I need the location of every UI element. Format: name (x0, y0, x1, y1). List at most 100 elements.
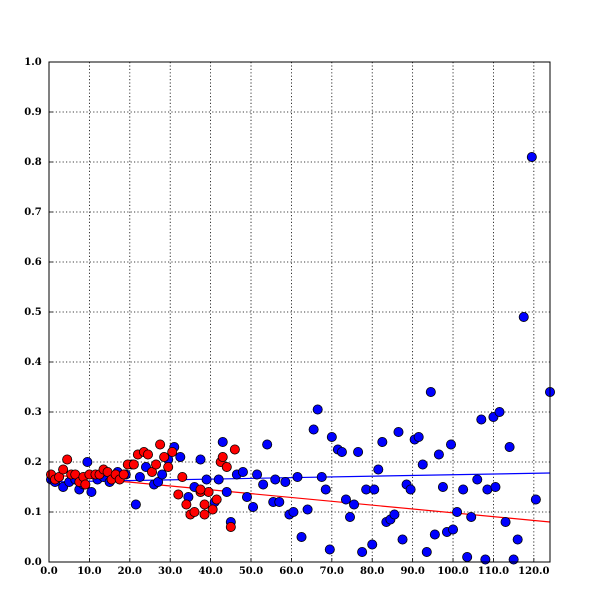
data-point (530, 494, 541, 505)
data-point (526, 151, 537, 162)
x-tick-label: 30.0 (158, 566, 182, 577)
data-point (504, 441, 515, 452)
trend-line (48, 473, 551, 523)
data-point (86, 486, 97, 497)
data-point (452, 506, 463, 517)
x-tick-label: 80.0 (360, 566, 384, 577)
data-point (157, 469, 168, 480)
data-point (181, 499, 192, 510)
data-point (472, 474, 483, 485)
data-point (130, 499, 141, 510)
data-point (118, 469, 129, 480)
data-point (195, 454, 206, 465)
data-point (429, 529, 440, 540)
data-point (270, 474, 281, 485)
data-point (448, 524, 459, 535)
data-point (373, 464, 384, 475)
data-point (163, 461, 174, 472)
data-point (316, 471, 327, 482)
data-point (393, 426, 404, 437)
data-point (62, 454, 73, 465)
data-point (274, 496, 285, 507)
data-point (221, 486, 232, 497)
data-point (458, 484, 469, 495)
data-point (155, 439, 166, 450)
points-layer (46, 151, 556, 565)
data-point (296, 532, 307, 543)
y-tick-label: 0.1 (24, 507, 41, 518)
y-tick-label: 0.3 (24, 407, 41, 418)
data-point (466, 512, 477, 523)
data-point (500, 517, 511, 528)
data-point (262, 439, 273, 450)
data-point (241, 491, 252, 502)
x-tick-label: 10.0 (77, 566, 101, 577)
x-tick-label: 40.0 (198, 566, 222, 577)
data-point (490, 481, 501, 492)
y-tick-label: 0.2 (24, 457, 41, 468)
data-point (280, 476, 291, 487)
data-point (252, 469, 263, 480)
data-point (173, 489, 184, 500)
data-point (82, 456, 93, 467)
data-point (349, 499, 360, 510)
data-point (308, 424, 319, 435)
x-tick-label: 100.0 (437, 566, 468, 577)
data-point (353, 446, 364, 457)
data-point (462, 552, 473, 563)
data-point (213, 474, 224, 485)
y-axis-ticks: 0.0 0.1 0.2 0.3 0.4 0.5 0.6 0.7 0.8 0.9 1.0 (24, 57, 53, 568)
data-point (159, 451, 170, 462)
data-point (175, 451, 186, 462)
data-point (195, 484, 206, 495)
data-point (413, 431, 424, 442)
data-point (207, 504, 218, 515)
data-point (248, 501, 259, 512)
x-axis-ticks: 0.0 10.0 20.0 30.0 40.0 50.0 60.0 70.0 80.0 90.0 1… (40, 558, 550, 577)
data-point (217, 436, 228, 447)
data-point (128, 459, 139, 470)
data-point (512, 534, 523, 545)
data-point (288, 506, 299, 517)
x-tick-label: 0.0 (40, 566, 57, 577)
data-point (58, 464, 69, 475)
data-point (336, 446, 347, 457)
y-tick-label: 0.7 (24, 207, 41, 218)
data-point (326, 431, 337, 442)
x-tick-label: 50.0 (239, 566, 263, 577)
grid-layer (49, 62, 550, 562)
data-point (494, 406, 505, 417)
x-tick-label: 110.0 (478, 566, 509, 577)
x-tick-label: 120.0 (518, 566, 549, 577)
data-point (417, 459, 428, 470)
data-point (324, 544, 335, 555)
data-point (425, 386, 436, 397)
data-point (340, 494, 351, 505)
data-point (367, 539, 378, 550)
data-point (433, 449, 444, 460)
y-tick-label: 0.4 (24, 357, 41, 368)
data-point (508, 554, 519, 565)
data-point (480, 554, 491, 565)
data-point (437, 481, 448, 492)
data-point (199, 509, 210, 520)
data-point (312, 404, 323, 415)
y-tick-label: 0.5 (24, 307, 41, 318)
data-point (134, 471, 145, 482)
x-tick-label: 60.0 (279, 566, 303, 577)
data-point (476, 414, 487, 425)
data-point (189, 506, 200, 517)
data-point (217, 451, 228, 462)
x-tick-label: 70.0 (320, 566, 344, 577)
data-point (142, 449, 153, 460)
data-point (151, 459, 162, 470)
data-point (302, 504, 313, 515)
data-point (357, 547, 368, 558)
data-point (320, 484, 331, 495)
x-tick-label: 20.0 (118, 566, 142, 577)
data-point (177, 471, 188, 482)
data-point (446, 439, 457, 450)
data-point (369, 484, 380, 495)
data-point (201, 474, 212, 485)
